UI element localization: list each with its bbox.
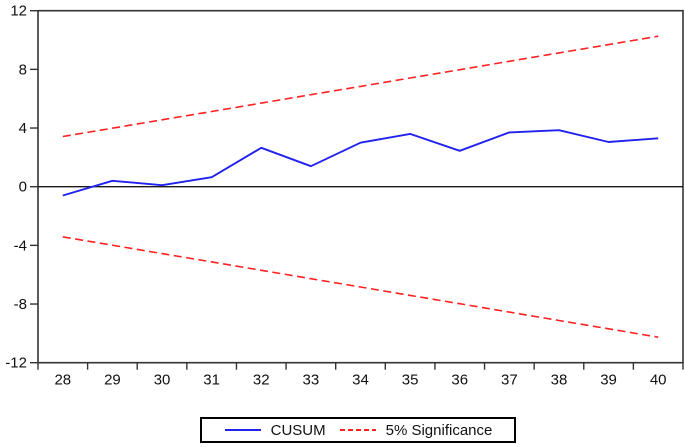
cusum-chart-plot: -12 -8 -4 0 4 8 12 28 29 30 31 32 33 34 35 36 37 38 39 40: [5, 3, 684, 389]
x-axis-tick-label: 31: [203, 372, 220, 389]
legend-label-significance: 5% Significance: [385, 421, 493, 439]
x-axis-tick-label: 36: [451, 372, 468, 389]
cusum-line: [62, 129, 659, 197]
y-axis-tick-label: 0: [19, 179, 27, 196]
x-axis-tick-label: 35: [402, 372, 419, 389]
y-axis-tick-label: -8: [14, 296, 27, 313]
x-axis-tick-label: 37: [501, 372, 518, 389]
x-axis-tick-label: 29: [104, 372, 121, 389]
x-axis-tick-label: 40: [650, 372, 667, 389]
y-axis-tick-label: -12: [5, 355, 27, 372]
x-axis-tick-label: 32: [253, 372, 270, 389]
x-axis-tick-label: 30: [154, 372, 171, 389]
significance-lower-line: [62, 236, 659, 338]
y-axis-tick-label: 12: [10, 3, 27, 20]
legend-label-cusum: CUSUM: [270, 421, 326, 439]
x-axis-tick-label: 34: [352, 372, 369, 389]
chart-legend: CUSUM 5% Significance: [200, 417, 516, 443]
legend-item-cusum: CUSUM: [224, 423, 326, 438]
x-axis-tick-label: 38: [551, 372, 568, 389]
x-axis-tick-label: 39: [600, 372, 617, 389]
y-axis-tick-label: 8: [19, 61, 27, 78]
x-axis-tick-label: 28: [54, 372, 71, 389]
legend-item-significance: 5% Significance: [339, 421, 493, 439]
y-axis-tick-label: 4: [19, 120, 27, 137]
significance-upper-line: [62, 35, 659, 138]
significance-line-sample-icon: [339, 429, 376, 431]
cusum-line-sample-icon: [224, 429, 261, 431]
x-axis-tick-label: 33: [303, 372, 320, 389]
y-axis-tick-label: -4: [14, 237, 27, 254]
